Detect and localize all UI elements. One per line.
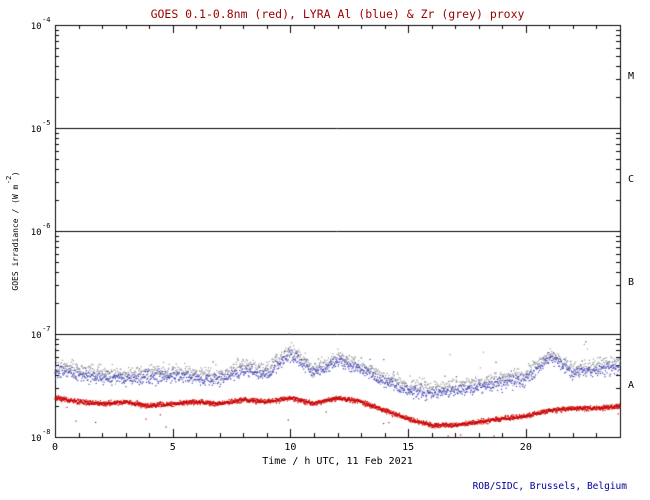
- y-axis-label: GOES irradiance / (W m-2): [5, 171, 20, 291]
- y-tick-label: 10-4: [30, 16, 51, 32]
- y-tick-label: 10-7: [30, 325, 51, 341]
- x-tick-label: 20: [519, 442, 532, 453]
- flare-class-label: B: [628, 276, 635, 288]
- chart-title: GOES 0.1-0.8nm (red), LYRA Al (blue) & Z…: [150, 7, 525, 21]
- y-tick-label: 10-5: [30, 119, 51, 135]
- flare-class-label: C: [628, 173, 635, 185]
- x-tick-label: 15: [402, 442, 415, 453]
- flare-class-label: M: [628, 70, 635, 82]
- x-tick-label: 5: [169, 442, 176, 453]
- y-tick-label: 10-8: [30, 428, 51, 444]
- credit-text: ROB/SIDC, Brussels, Belgium: [472, 481, 627, 492]
- x-axis-label: Time / h UTC, 11 Feb 2021: [262, 456, 413, 467]
- flare-class-label: A: [628, 379, 635, 391]
- y-tick-label: 10-6: [30, 222, 51, 238]
- x-tick-label: 10: [284, 442, 297, 453]
- x-tick-label: 0: [51, 442, 59, 453]
